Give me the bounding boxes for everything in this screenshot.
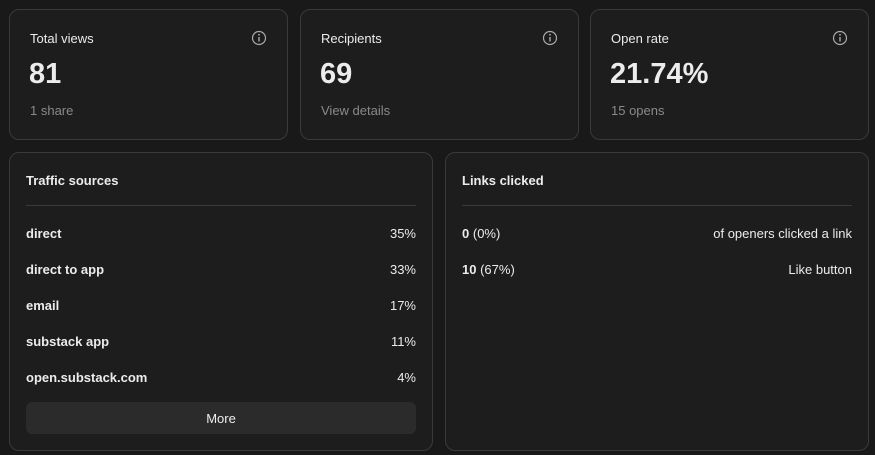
panel-title: Traffic sources	[26, 173, 119, 188]
stat-card: Total views 81 1 share	[9, 9, 288, 140]
link-pct: (0%)	[472, 225, 501, 241]
link-stat: 10 (67%)	[462, 262, 515, 277]
source-share: 17%	[389, 297, 416, 313]
link-count: 0	[462, 225, 470, 241]
traffic-panel: Traffic sources More direct 35% direct to …	[9, 152, 433, 451]
source-share: 33%	[389, 261, 416, 277]
stat-label: Recipients	[321, 31, 382, 46]
link-row: 10 (67%) Like button	[462, 259, 852, 279]
stat-value: 21.74%	[610, 58, 709, 90]
source-share: 11%	[390, 333, 416, 349]
link-label: of openers clicked a link	[713, 225, 852, 241]
link-pct: (67%)	[480, 261, 515, 277]
source-name: direct to app	[26, 261, 105, 277]
link-count: 10	[462, 261, 477, 277]
traffic-row: email 17%	[26, 295, 416, 315]
stat-value: 69	[320, 58, 353, 90]
stat-label: Open rate	[611, 31, 669, 46]
stat-label: Total views	[30, 31, 94, 46]
link-row: 0 (0%) of openers clicked a link	[462, 223, 852, 243]
stat-sub: 15 opens	[611, 103, 665, 118]
source-share: 35%	[389, 225, 416, 241]
stat-value: 81	[29, 58, 62, 90]
panel-title: Links clicked	[462, 173, 544, 188]
source-share: 4%	[397, 369, 416, 385]
traffic-row: direct 35%	[26, 223, 416, 243]
source-name: open.substack.com	[26, 369, 148, 385]
traffic-row: open.substack.com 4%	[26, 367, 416, 387]
stat-sub: 1 share	[30, 103, 74, 118]
stat-card: Recipients 69 View details	[300, 9, 579, 140]
stat-card: Open rate 21.74% 15 opens	[590, 9, 869, 140]
info-icon[interactable]	[251, 30, 267, 46]
source-name: email	[26, 297, 60, 313]
source-name: substack app	[26, 333, 110, 349]
divider	[26, 205, 416, 206]
link-stat: 0 (0%)	[462, 226, 500, 241]
stat-link[interactable]: View details	[321, 103, 391, 118]
divider	[462, 205, 852, 206]
links-panel: Links clicked 0 (0%) of openers clicked a…	[445, 152, 869, 451]
more-button[interactable]: More	[26, 402, 416, 434]
link-label: Like button	[788, 261, 852, 277]
info-icon[interactable]	[832, 30, 848, 46]
traffic-row: substack app 11%	[26, 331, 416, 351]
info-icon[interactable]	[542, 30, 558, 46]
traffic-row: direct to app 33%	[26, 259, 416, 279]
source-name: direct	[26, 225, 62, 241]
